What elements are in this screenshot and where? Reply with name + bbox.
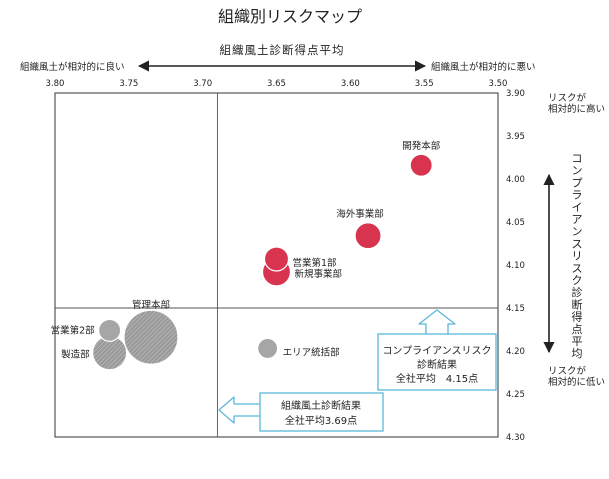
- svg-text:ン: ン: [572, 225, 583, 238]
- bubble-label: 新規事業部: [295, 268, 343, 280]
- y-tick-label: 4.10: [506, 261, 525, 271]
- x-callout-line2: 全社平均3.69点: [285, 414, 357, 427]
- y-top-note: リスクが 相対的に高い: [548, 92, 605, 115]
- y-tick-label: 4.25: [506, 390, 525, 400]
- y-tick-labels: 3.90 3.95 4.00 4.05 4.10 4.15 4.20 4.25 4.30: [506, 89, 525, 443]
- svg-text:ス: ス: [572, 237, 583, 250]
- x-tick-label: 3.60: [341, 79, 360, 89]
- x-axis-label: 組織風土診断得点平均: [220, 43, 345, 57]
- y-tick-label: 4.00: [506, 175, 525, 185]
- y-callout-line2: 診断結果: [417, 358, 457, 371]
- svg-text:診: 診: [572, 285, 583, 299]
- bubble-4: [257, 337, 279, 360]
- y-tick-label: 3.90: [506, 89, 525, 99]
- bubble-5: [98, 318, 122, 342]
- bubble-label: 営業第2部: [51, 324, 95, 336]
- svg-text:コ: コ: [572, 152, 583, 165]
- svg-text:ス: ス: [572, 262, 583, 275]
- x-tick-label: 3.50: [489, 79, 508, 89]
- bubble-label: 開発本部: [402, 140, 440, 152]
- bubble-1: [354, 222, 382, 250]
- bubble-label: エリア統括部: [283, 346, 340, 358]
- y-tick-label: 4.20: [506, 347, 525, 357]
- chart-title: 組織別リスクマップ: [218, 7, 362, 26]
- y-callout-line3: 全社平均 4.15点: [396, 372, 478, 385]
- x-left-note: 組織風土が相対的に良い: [20, 61, 125, 73]
- bubble-label: 管理本部: [132, 299, 170, 311]
- x-tick-label: 3.70: [193, 79, 212, 89]
- svg-text:ク: ク: [572, 274, 583, 287]
- x-right-note: 組織風土が相対的に悪い: [431, 61, 536, 73]
- svg-text:断: 断: [572, 297, 583, 311]
- svg-text:相対的に高い: 相対的に高い: [548, 103, 605, 115]
- x-tick-labels: 3.80 3.75 3.70 3.65 3.60 3.55 3.50: [46, 79, 508, 89]
- svg-text:点: 点: [572, 323, 583, 336]
- x-tick-label: 3.80: [46, 79, 65, 89]
- bubble-label: 海外事業部: [336, 208, 384, 220]
- y-tick-label: 3.95: [506, 132, 525, 142]
- bubble-6: [123, 309, 179, 365]
- bubble-series: [92, 153, 433, 371]
- svg-text:得: 得: [572, 311, 583, 324]
- svg-text:プ: プ: [572, 176, 583, 189]
- y-tick-label: 4.30: [506, 433, 525, 443]
- x-callout-line1: 組織風土診断結果: [281, 399, 361, 412]
- bubble-0: [409, 153, 433, 177]
- y-bottom-note: リスクが 相対的に低い: [548, 365, 605, 388]
- bubble-label: 営業第1部: [293, 257, 337, 269]
- svg-text:リ: リ: [572, 250, 583, 263]
- y-tick-label: 4.15: [506, 304, 525, 314]
- svg-text:平: 平: [572, 335, 583, 348]
- svg-text:ア: ア: [572, 213, 583, 226]
- svg-text:リスクが: リスクが: [548, 92, 587, 104]
- svg-text:リスクが: リスクが: [548, 365, 587, 377]
- plot-area: [54, 92, 499, 438]
- y-callout-line1: コンプライアンスリスク: [382, 345, 491, 357]
- svg-text:イ: イ: [572, 201, 583, 214]
- svg-text:均: 均: [572, 347, 583, 360]
- x-tick-label: 3.65: [267, 79, 286, 89]
- svg-text:相対的に低い: 相対的に低い: [548, 376, 605, 388]
- x-tick-label: 3.75: [119, 79, 138, 89]
- bubble-label: 製造部: [61, 349, 90, 361]
- svg-text:ラ: ラ: [572, 189, 583, 202]
- x-average-callout: 組織風土診断結果 全社平均3.69点: [218, 392, 384, 432]
- bubble-2: [263, 246, 290, 272]
- x-tick-label: 3.55: [415, 79, 434, 89]
- y-average-callout: コンプライアンスリスク 診断結果 全社平均 4.15点: [377, 309, 497, 391]
- y-tick-label: 4.05: [506, 218, 525, 228]
- svg-text:ン: ン: [572, 164, 583, 177]
